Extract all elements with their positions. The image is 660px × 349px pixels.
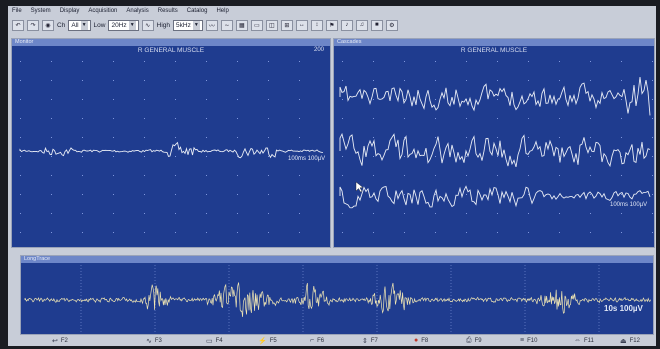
speaker-icon[interactable]: ♫ [355,19,368,31]
monitor-emg-trace [19,141,324,159]
tile-view-icon[interactable]: ⊞ [280,19,293,31]
monitor-grid [20,61,300,233]
cascades-panel: Cascades R GENERAL MUSCLE 100ms 100µV [333,38,655,248]
cascades-muscle-label: R GENERAL MUSCLE [460,47,528,54]
longtrace-trace-area[interactable] [21,256,654,335]
fkey-f7[interactable]: ⇕ F7 [362,337,378,345]
high-filter-value: 5kHz [176,21,191,29]
monitor-scale-label: 100ms 100µV [288,156,326,162]
chevron-down-icon: ▼ [128,20,136,30]
exit-icon: ⏏ [620,337,627,345]
high-filter-label: High [156,21,171,29]
record-icon[interactable]: ◉ [42,19,54,31]
monitor-sweep-count: 200 [313,47,324,53]
scale-icon: ⌐ [310,337,315,344]
fkey-f2[interactable]: ↩ F2 [52,337,68,345]
filter-icon[interactable]: ∿ [141,19,154,31]
monitor-panel: Monitor R GENERAL MUSCLE 200 100ms 100µV [11,38,331,248]
monitor-trace-area[interactable] [12,39,331,248]
signal-icon: ⚡ [258,337,267,345]
cursor-icon: ⇕ [362,337,368,345]
fkey-f8[interactable]: ● F8 [414,337,429,344]
menu-results[interactable]: Results [157,7,178,14]
menu-acquisition[interactable]: Acquisition [88,7,118,14]
menu-bar: File System Display Acquisition Analysis… [8,6,656,15]
settings-icon[interactable]: ⚙ [385,19,398,31]
arrow-icon: ↩ [52,337,58,345]
split-view-icon[interactable]: ◫ [265,19,278,31]
longtrace-title: LongTrace [21,256,653,263]
menu-display[interactable]: Display [59,7,80,14]
low-filter-value: 20Hz [111,21,127,29]
chevron-down-icon: ▼ [80,20,88,30]
fkey-f10[interactable]: ≡ F10 [520,337,538,344]
horizontal-cursor-icon[interactable]: ↔ [295,19,308,31]
undo-icon[interactable]: ↶ [12,19,24,31]
marker-icon[interactable]: ⚑ [325,19,338,31]
print-icon: ⎙ [466,336,472,344]
expand-icon: ⇔ [574,337,581,344]
channel-select[interactable]: All ▼ [68,19,91,31]
channel-value: All [71,21,79,29]
redo-icon[interactable]: ↷ [27,19,39,31]
layout-icon[interactable]: ▭ [250,19,263,31]
sine-icon[interactable]: ∼ [220,19,233,31]
cascade-trace-3 [339,185,651,209]
emg-application-window: File System Display Acquisition Analysis… [8,6,656,346]
vertical-cursor-icon[interactable]: ↕ [310,19,323,31]
menu-help[interactable]: Help [216,7,229,14]
list-icon: ≡ [520,337,525,344]
fkey-f9[interactable]: ⎙ F9 [466,336,482,344]
bell-icon[interactable]: ♪ [340,19,353,31]
cascades-scale-label: 100ms 100µV [610,202,648,208]
chevron-down-icon: ▼ [192,20,200,30]
low-filter-label: Low [93,21,106,29]
longtrace-emg-trace [24,282,651,317]
grid-icon[interactable]: ▦ [235,19,248,31]
menu-analysis[interactable]: Analysis [126,7,149,14]
cascades-trace-area[interactable] [334,39,655,248]
cascades-grid [342,61,653,233]
cascades-title: Cascades [334,39,654,46]
menu-catalog[interactable]: Catalog [186,7,208,14]
monitor-icon[interactable]: ■ [370,19,383,31]
monitor-muscle-label: R GENERAL MUSCLE [137,47,205,54]
toolbar: ↶ ↷ ◉ Ch All ▼ Low 20Hz ▼ ∿ High 5kHz ▼ 〰 ∼… [8,16,656,34]
window-icon: ▭ [206,337,213,345]
fkey-f3[interactable]: ∿ F3 [146,337,162,345]
channel-label: Ch [57,21,66,29]
waveform-icon[interactable]: 〰 [205,19,218,31]
menu-system[interactable]: System [30,7,51,14]
record-dot-icon: ● [414,337,419,344]
fkey-f5[interactable]: ⚡ F5 [258,337,277,345]
longtrace-grid [80,265,600,334]
fkey-f4[interactable]: ▭ F4 [206,337,223,345]
low-filter-select[interactable]: 20Hz ▼ [108,19,139,31]
fkey-f11[interactable]: ⇔ F11 [574,337,594,344]
menu-file[interactable]: File [12,7,22,14]
function-key-bar: ↩ F2 ∿ F3 ▭ F4 ⚡ F5 ⌐ F6 ⇕ F7 ● F8 ⎙ F9 ≡ F10 ⇔ F1… [8,335,656,346]
longtrace-scale-label: 10s 100µV [604,304,643,313]
fkey-f12[interactable]: ⏏ F12 [620,337,640,345]
high-filter-select[interactable]: 5kHz ▼ [173,19,203,31]
monitor-title: Monitor [12,39,330,46]
fkey-f6[interactable]: ⌐ F6 [310,337,325,344]
filter-icon: ∿ [146,337,152,345]
mouse-cursor-icon [355,181,364,193]
cascade-trace-1 [339,76,651,116]
longtrace-panel: LongTrace 10s 100µV [20,255,654,335]
cascade-trace-2 [339,132,651,168]
